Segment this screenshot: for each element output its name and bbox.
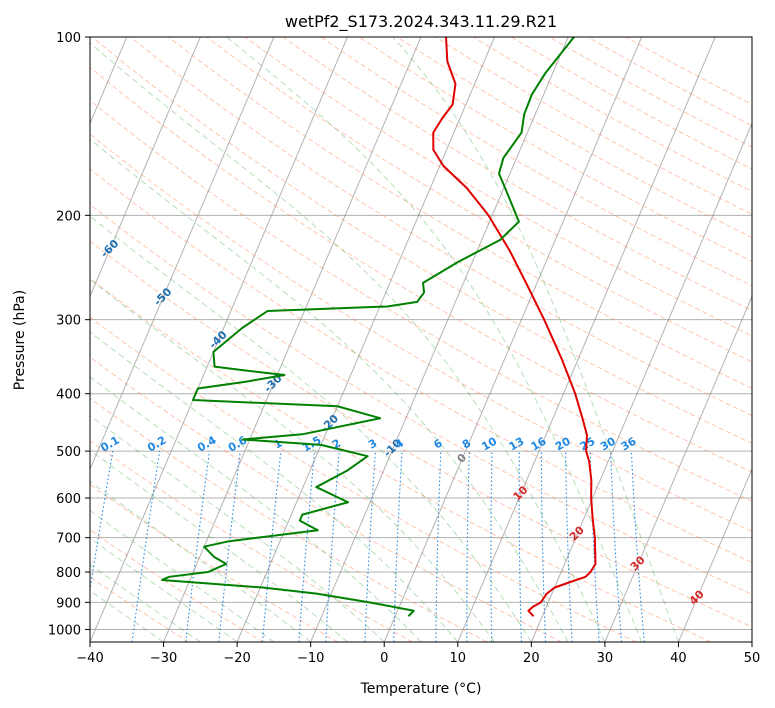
mixing-ratio-line	[90, 451, 114, 594]
x-axis: −40 −30 −20 −10 0 10 20 30 40 50	[76, 642, 760, 666]
dry-adiabat-line	[90, 133, 752, 533]
x-tick-label: 10	[450, 651, 467, 666]
x-axis-label: Temperature (°C)	[360, 681, 482, 697]
dry-adiabat-line	[90, 529, 264, 642]
isotherms	[90, 37, 752, 642]
moist-adiabat-line	[90, 537, 238, 642]
mixing-ratio-line	[218, 451, 241, 642]
x-tick-label: 30	[597, 651, 614, 666]
plot-frame	[89, 36, 753, 643]
isotherm-line	[604, 295, 752, 642]
isotherm-line	[457, 37, 716, 642]
chart-title: wetPf2_S173.2024.343.11.29.R21	[285, 12, 557, 32]
y-tick-label: 500	[56, 445, 81, 460]
dry-adiabat-line	[90, 168, 752, 563]
isotherm-line	[236, 37, 496, 642]
y-tick-label: 1000	[48, 623, 81, 638]
dry-adiabat-line	[90, 356, 562, 642]
x-tick-label: 0	[380, 651, 388, 666]
dry-adiabat-line	[90, 278, 711, 642]
x-tick-label: −10	[297, 651, 324, 666]
x-tick-label: −20	[223, 651, 250, 666]
temperature-profile-line	[432, 37, 597, 617]
moist-adiabat-line	[90, 564, 201, 642]
dry-adiabat-line	[206, 37, 752, 363]
dry-adiabat-line	[90, 203, 752, 595]
isotherm-line	[90, 37, 201, 298]
y-axis-label: Pressure (hPa)	[12, 290, 28, 390]
mixing-ratio-line	[298, 451, 316, 642]
mixing-ratio-line	[185, 451, 211, 642]
y-tick-label: 400	[56, 388, 81, 403]
isotherm-line	[310, 37, 569, 642]
x-tick-label: 40	[670, 651, 687, 666]
dry-adiabat-line	[130, 37, 752, 417]
isotherm-line	[90, 37, 275, 471]
moist-adiabat-line	[226, 37, 643, 642]
moist-adiabat-line	[90, 42, 606, 642]
moist-adiabat-line	[90, 590, 164, 642]
moist-adiabat-line	[392, 37, 679, 642]
y-tick-label: 200	[56, 209, 81, 224]
dry-adiabat-line	[90, 240, 752, 628]
moist-adiabat-line	[90, 415, 385, 642]
x-tick-label: −40	[76, 651, 103, 666]
moist-adiabat-line	[90, 278, 495, 642]
x-tick-label: 50	[744, 651, 761, 666]
y-tick-label: 300	[56, 314, 81, 329]
sounding-profiles	[161, 37, 597, 617]
x-tick-label: 20	[523, 651, 540, 666]
moist-adiabat-line	[90, 509, 275, 642]
isotherm-line	[90, 37, 348, 642]
y-tick-label: 700	[56, 532, 81, 547]
dry-adiabat-line	[90, 397, 488, 642]
dry-adiabat-line	[90, 483, 339, 642]
isotherm-line	[530, 122, 752, 642]
y-tick-label: 800	[56, 566, 81, 581]
y-axis: 1000 900 800 700 600 500 400 300 200 100	[48, 31, 90, 638]
y-tick-label: 100	[56, 31, 81, 46]
moist-adiabat-line	[90, 215, 532, 642]
y-tick-label: 600	[56, 492, 81, 507]
dry-adiabat-line	[90, 316, 637, 642]
dry-adiabat-line	[168, 37, 752, 389]
isotherm-line	[383, 37, 643, 642]
dewpoint-profile-line	[161, 37, 575, 617]
plot-area: -100-90-80-70-60-50-40-30-20-10010203040…	[90, 37, 752, 642]
moist-adiabat-line	[90, 480, 311, 642]
x-tick-label: −30	[150, 651, 177, 666]
moist-adiabat-line	[90, 331, 459, 642]
moist-adiabat-line	[90, 138, 569, 642]
isotherm-line	[677, 467, 752, 642]
dry-adiabat-line	[90, 99, 752, 502]
y-tick-label: 900	[56, 596, 81, 611]
moist-adiabats	[90, 37, 679, 642]
mixing-ratio-line	[261, 451, 282, 642]
isotherm-line	[163, 37, 422, 642]
